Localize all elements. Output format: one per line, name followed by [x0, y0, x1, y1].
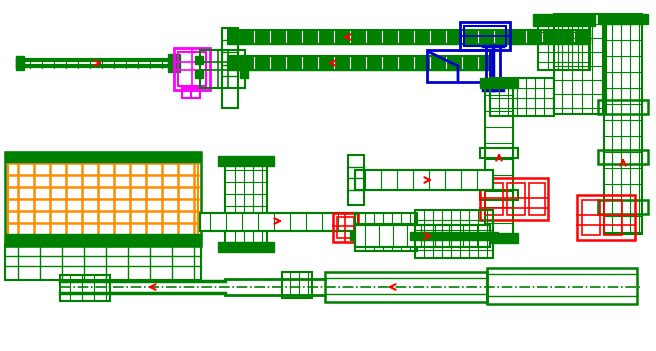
Bar — [222, 28, 238, 108]
Bar — [604, 14, 642, 234]
Bar — [485, 80, 513, 235]
Bar — [598, 100, 648, 114]
Bar — [427, 50, 490, 82]
Bar — [348, 155, 364, 205]
Bar — [5, 152, 201, 162]
Bar — [240, 70, 248, 78]
Bar — [8, 155, 198, 243]
Bar — [480, 178, 548, 220]
Bar — [538, 22, 590, 70]
Bar — [182, 88, 200, 98]
Bar — [174, 48, 210, 90]
Bar — [5, 234, 201, 246]
Bar — [480, 78, 518, 88]
Bar — [350, 232, 422, 240]
Bar — [200, 213, 358, 231]
Bar — [487, 268, 637, 304]
Bar — [355, 170, 493, 190]
Bar — [355, 213, 417, 251]
Bar — [355, 225, 490, 247]
Bar — [200, 213, 358, 231]
Bar — [598, 14, 648, 24]
Bar — [218, 156, 274, 166]
Bar — [464, 26, 506, 46]
Bar — [507, 183, 525, 215]
Bar — [228, 30, 590, 44]
Bar — [337, 217, 354, 238]
Bar — [485, 183, 503, 215]
Bar — [604, 200, 622, 235]
Bar — [16, 58, 24, 68]
Bar — [200, 50, 245, 88]
Bar — [410, 232, 498, 240]
Bar — [486, 46, 500, 90]
Bar — [415, 210, 493, 258]
Bar — [240, 56, 248, 64]
Bar — [228, 56, 490, 70]
Bar — [355, 170, 493, 190]
Bar — [333, 213, 358, 242]
Bar — [228, 56, 490, 70]
Bar — [582, 200, 600, 235]
Bar — [355, 225, 490, 247]
Bar — [577, 195, 635, 240]
Bar — [533, 14, 595, 26]
Bar — [60, 275, 110, 301]
Bar — [16, 56, 24, 70]
Bar — [480, 190, 518, 200]
Bar — [5, 244, 201, 280]
Bar — [480, 233, 518, 243]
Bar — [195, 70, 203, 78]
Bar — [529, 183, 545, 215]
Bar — [598, 150, 648, 164]
Bar — [598, 200, 648, 214]
Bar — [325, 272, 487, 302]
Bar — [480, 148, 518, 158]
Bar — [282, 272, 312, 298]
Bar — [228, 30, 590, 44]
Bar — [218, 242, 274, 252]
Bar — [178, 52, 206, 86]
Bar — [460, 22, 510, 50]
Bar — [168, 54, 180, 72]
Bar — [195, 56, 203, 64]
Bar — [554, 14, 606, 114]
Bar — [5, 152, 201, 246]
Bar — [490, 78, 554, 116]
Bar — [225, 160, 267, 244]
